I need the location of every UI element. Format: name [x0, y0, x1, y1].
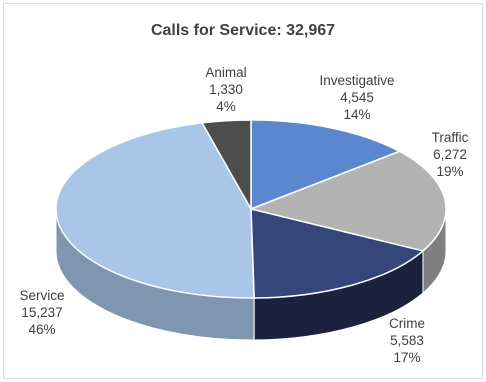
label-investigative-percent: 14%: [343, 107, 371, 122]
label-animal-value: 1,330: [209, 82, 243, 97]
label-investigative: Investigative 4,545 14%: [302, 72, 412, 123]
pie-slices: [55, 119, 447, 299]
label-animal-percent: 4%: [216, 99, 236, 114]
label-service-value: 15,237: [21, 305, 63, 320]
label-traffic: Traffic 6,272 19%: [418, 129, 482, 180]
label-traffic-name: Traffic: [431, 130, 469, 145]
pie-slice-crime: [250, 208, 425, 299]
pie-slice-investigative: [250, 119, 402, 211]
label-animal-name: Animal: [205, 65, 247, 80]
label-investigative-name: Investigative: [319, 73, 395, 88]
label-service-percent: 46%: [28, 322, 56, 337]
pie-slice-service: [55, 122, 255, 299]
pie-slice-traffic: [248, 150, 447, 252]
label-crime-name: Crime: [389, 316, 425, 331]
label-traffic-percent: 19%: [436, 164, 464, 179]
label-crime-percent: 17%: [393, 350, 421, 365]
label-crime-value: 5,583: [390, 333, 424, 348]
label-service-name: Service: [19, 288, 65, 303]
label-traffic-value: 6,272: [433, 147, 467, 162]
label-crime: Crime 5,583 17%: [372, 315, 442, 366]
label-service: Service 15,237 46%: [10, 287, 74, 338]
label-animal: Animal 1,330 4%: [196, 64, 256, 115]
pie-slice-animal: [200, 119, 252, 212]
chart-title: Calls for Service: 32,967: [150, 22, 336, 39]
label-investigative-value: 4,545: [340, 90, 374, 105]
